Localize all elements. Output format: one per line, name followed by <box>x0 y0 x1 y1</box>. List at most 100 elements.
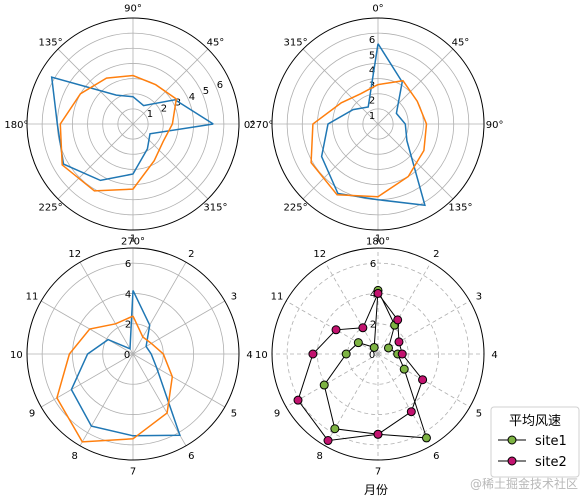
data-point-site1 <box>353 338 363 348</box>
series-line-1 <box>310 79 428 198</box>
theta-tick-label: 225° <box>284 202 308 213</box>
theta-tick-label: 9 <box>29 408 35 419</box>
grid-spoke-8 <box>286 353 379 408</box>
data-point-site2 <box>397 349 407 359</box>
r-tick-label: 6 <box>369 35 375 46</box>
theta-tick-label: 11 <box>271 292 284 303</box>
theta-tick-label: 6 <box>433 451 439 462</box>
series-line-1 <box>56 315 174 443</box>
data-point-site1 <box>421 433 431 443</box>
series-line-0 <box>320 43 426 207</box>
grid-spoke-10 <box>41 300 134 355</box>
r-tick-label: 2 <box>161 103 167 114</box>
grid-spoke-2 <box>132 300 225 355</box>
x-axis-label: 月份 <box>364 483 388 497</box>
r-tick-label: 2 <box>125 320 131 331</box>
theta-tick-label: 270° <box>121 237 145 248</box>
grid-spoke-5 <box>132 353 187 446</box>
grid-spoke-11 <box>324 262 379 355</box>
r-tick-label: 6 <box>370 259 376 270</box>
theta-tick-label: 10 <box>10 350 23 361</box>
theta-tick-label: 1 <box>375 233 381 244</box>
theta-tick-label: 1 <box>130 233 136 244</box>
theta-tick-label: 0° <box>372 3 383 14</box>
theta-tick-label: 12 <box>313 249 326 260</box>
series-line-0 <box>70 290 181 437</box>
grid-spoke-8 <box>41 353 134 408</box>
r-tick-label: 0 <box>124 350 130 361</box>
grid-spoke-3 <box>377 123 454 200</box>
grid-spoke-7 <box>302 48 379 125</box>
theta-tick-label: 6 <box>188 451 194 462</box>
legend-entry-site1: site1 <box>498 434 567 449</box>
grid-spoke-4 <box>132 353 225 408</box>
legend-label-site2: site2 <box>535 455 567 470</box>
legend-title: 平均风速 <box>509 414 561 429</box>
theta-tick-label: 12 <box>68 249 81 260</box>
series-line-0 <box>50 76 214 182</box>
data-point-site2 <box>373 288 383 298</box>
theta-tick-label: 4 <box>491 350 497 361</box>
theta-tick-label: 315° <box>284 38 308 49</box>
theta-tick-label: 45° <box>207 38 225 49</box>
theta-tick-label: 270° <box>249 120 273 131</box>
r-tick-label: 5 <box>203 86 209 97</box>
data-point-site1 <box>330 424 340 434</box>
theta-tick-label: 3 <box>476 292 482 303</box>
legend-label-site1: site1 <box>535 434 567 449</box>
theta-tick-label: 135° <box>39 38 63 49</box>
data-point-site2 <box>418 375 428 385</box>
series-line-1 <box>59 74 178 192</box>
data-point-site1 <box>319 380 329 390</box>
grid-ring-2 <box>317 293 439 415</box>
r-tick-label: 4 <box>369 65 375 76</box>
grid-spoke-1 <box>132 48 209 125</box>
theta-tick-label: 2 <box>433 249 439 260</box>
grid-spoke-7 <box>79 353 134 446</box>
r-tick-label: 1 <box>369 111 375 122</box>
r-tick-label: 6 <box>125 259 131 270</box>
theta-tick-label: 225° <box>39 202 63 213</box>
grid-spoke-7 <box>132 123 209 200</box>
grid-spoke-1 <box>132 262 187 355</box>
theta-tick-label: 7 <box>375 467 381 478</box>
data-point-site2 <box>394 337 404 347</box>
grid-spoke-1 <box>377 48 454 125</box>
polar-frame <box>271 17 485 231</box>
theta-tick-label: 5 <box>231 408 237 419</box>
r-tick-label: 0 <box>369 350 375 361</box>
data-point-site2 <box>373 429 383 439</box>
data-point-site1 <box>383 343 393 353</box>
theta-tick-label: 7 <box>130 467 136 478</box>
theta-tick-label: 8 <box>317 451 323 462</box>
r-tick-label: 3 <box>175 98 181 109</box>
r-tick-label: 4 <box>370 289 376 300</box>
grid-spoke-5 <box>302 123 379 200</box>
polar-frame <box>26 17 240 231</box>
theta-tick-label: 3 <box>231 292 237 303</box>
theta-tick-label: 90° <box>124 3 142 14</box>
legend-marker-site2 <box>507 456 517 466</box>
watermark: @稀土掘金技术社区 <box>470 476 578 491</box>
grid-ring-3 <box>286 262 470 446</box>
theta-tick-label: 315° <box>203 202 227 213</box>
theta-tick-label: 9 <box>274 408 280 419</box>
r-tick-label: 4 <box>125 289 131 300</box>
data-point-site1 <box>369 342 379 352</box>
data-point-site2 <box>308 349 318 359</box>
grid-spoke-1 <box>377 262 432 355</box>
data-point-site2 <box>331 325 341 335</box>
legend-entry-site2: site2 <box>498 455 567 470</box>
grid-spoke-11 <box>79 262 134 355</box>
data-point-site2 <box>323 436 333 446</box>
r-tick-label: 1 <box>147 109 153 120</box>
data-point-site2 <box>358 323 368 333</box>
r-tick-label: 4 <box>189 92 195 103</box>
theta-tick-label: 0° <box>244 120 255 131</box>
r-tick-label: 2 <box>370 320 376 331</box>
data-point-site2 <box>406 407 416 417</box>
